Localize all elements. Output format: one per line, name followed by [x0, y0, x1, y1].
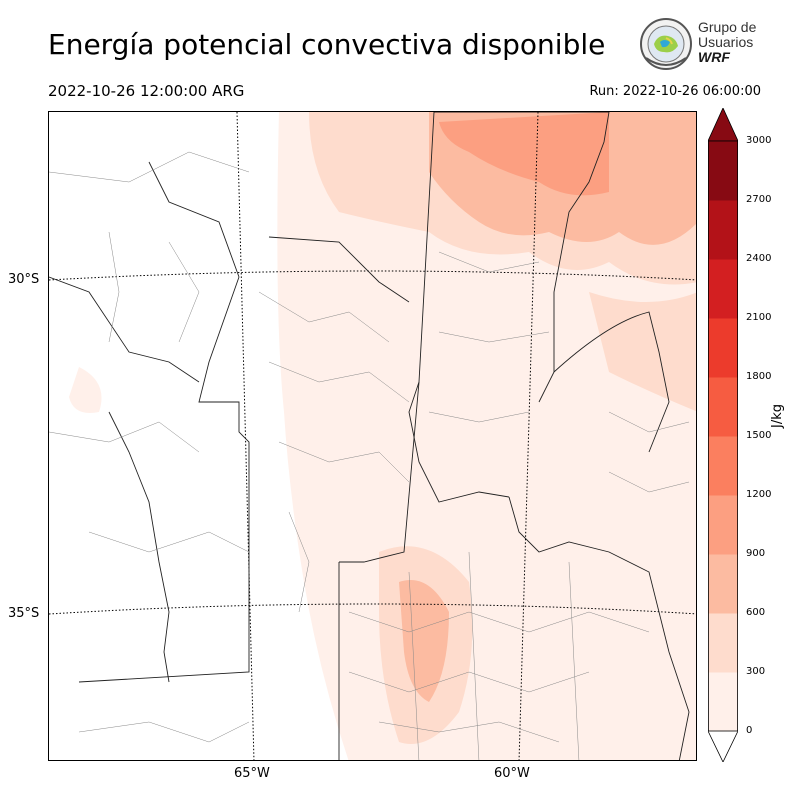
page-title: Energía potencial convectiva disponible — [48, 28, 606, 61]
colorbar-bin — [708, 141, 738, 201]
colorbar-tick-label: 0 — [746, 725, 753, 736]
colorbar-extend-min — [708, 730, 738, 762]
colorbar — [708, 108, 738, 762]
colorbar-tick-label: 900 — [746, 548, 766, 559]
colorbar-tick-label: 300 — [746, 666, 766, 677]
cape-field-300-600-east — [589, 292, 696, 412]
logo-line-3: WRF — [698, 49, 730, 65]
logo-line-1: Grupo de — [698, 19, 757, 35]
colorbar-bin — [708, 672, 738, 732]
colorbar-bin — [708, 495, 738, 555]
colorbar-tick-label: 1200 — [746, 489, 772, 500]
cape-field-0-300-west — [69, 367, 102, 413]
colorbar-tick-label: 600 — [746, 607, 766, 618]
lat-label-30s: 30°S — [8, 272, 40, 287]
graticule-30s — [49, 270, 696, 281]
map-canvas — [49, 112, 696, 760]
colorbar-unit-label: J/kg — [770, 404, 785, 428]
colorbar-bin — [708, 613, 738, 673]
province-boundaries — [49, 112, 690, 760]
logo-text: Grupo de Usuarios WRF — [698, 20, 756, 65]
colorbar-tick-label: 2700 — [746, 194, 772, 205]
colorbar-bin — [708, 377, 738, 437]
colorbar-bin — [708, 259, 738, 319]
cape-field-600-900-south — [399, 580, 449, 702]
graticule-35s — [49, 603, 696, 615]
cape-field-900-1200 — [439, 112, 609, 196]
valid-time: 2022-10-26 12:00:00 ARG — [48, 82, 245, 100]
graticule-65w — [236, 112, 255, 760]
colorbar-bin — [708, 318, 738, 378]
lon-label-60w: 60°W — [494, 766, 530, 781]
wrf-logo: Grupo de Usuarios WRF — [638, 16, 768, 74]
colorbar-tick-label: 2400 — [746, 253, 772, 264]
colorbar-tick-label: 1800 — [746, 371, 772, 382]
lon-label-65w: 65°W — [234, 766, 270, 781]
lat-label-35s: 35°S — [8, 606, 40, 621]
colorbar-tick-label: 3000 — [746, 135, 772, 146]
colorbar-bin — [708, 436, 738, 496]
colorbar-bin — [708, 200, 738, 260]
colorbar-tick-label: 1500 — [746, 430, 772, 441]
logo-line-2: Usuarios — [698, 34, 754, 50]
run-time: Run: 2022-10-26 06:00:00 — [589, 84, 761, 99]
department-boundaries — [49, 151, 690, 760]
colorbar-extend-max — [708, 108, 738, 142]
cape-map — [48, 111, 697, 761]
colorbar-tick-label: 2100 — [746, 312, 772, 323]
colorbar-outline — [708, 140, 738, 732]
globe-seal-icon — [640, 18, 692, 70]
colorbar-bin — [708, 554, 738, 614]
